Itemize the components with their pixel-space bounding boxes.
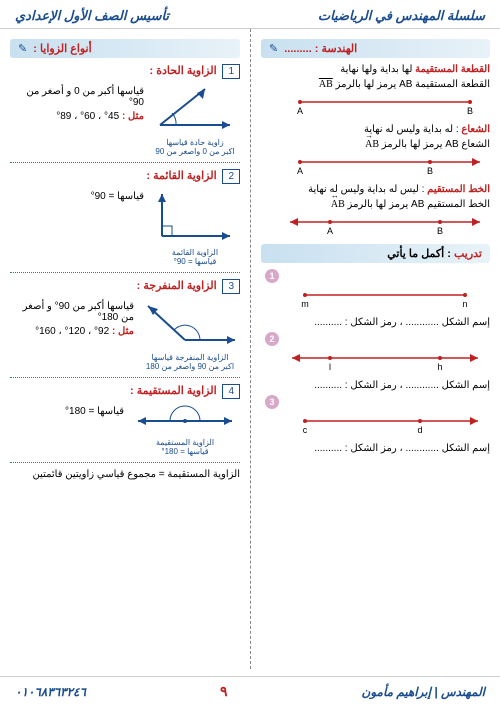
header: سلسلة المهندس في الرياضيات تأسيس الصف ال… xyxy=(0,0,500,29)
straight-angle-note: الزاوية المستقيمة = مجموع قياسي زاويتين … xyxy=(10,469,240,480)
ray-symbol: الشعاع AB يرمز لها بالرمز →AB xyxy=(261,139,490,150)
segment-diagram: A B xyxy=(261,94,490,116)
angle-diagram: زاوية حادة قياسهااكبر من 0 واصغر من 90 xyxy=(150,83,240,156)
geometry-header: الهندسة : ......... ✎ xyxy=(261,39,490,58)
svg-text:A: A xyxy=(297,106,303,116)
angle-example: مثل : 45° ، 60° ، 89° xyxy=(10,111,144,122)
angle-label: الزاوية القائمةقياسها = 90° xyxy=(150,248,240,266)
angle-title: الزاوية المستقيمة : xyxy=(130,385,217,397)
angle-title: الزاوية الحادة : xyxy=(150,65,217,77)
svg-text:A: A xyxy=(327,226,333,236)
angle-desc: قياسها = 90° xyxy=(10,191,144,202)
geometry-header-text: الهندسة : ......... xyxy=(284,42,357,55)
separator xyxy=(10,272,240,273)
fill-blank: إسم الشكل ............ ، رمز الشكل : ...… xyxy=(261,380,490,391)
angles-header: أنواع الزوايا : ✎ xyxy=(10,39,240,58)
angle-number: 1 xyxy=(222,64,240,79)
angle-title: الزاوية القائمة : xyxy=(146,170,216,182)
question-diagram: l h xyxy=(261,350,490,372)
question-number: 1 xyxy=(265,269,279,283)
angle-desc: قياسها أكبر من 0 و أصغر من 90° xyxy=(10,86,144,108)
angle-section: 1 الزاوية الحادة : زاوية حادة قياسهااكبر… xyxy=(10,64,240,163)
svg-text:B: B xyxy=(467,106,473,116)
angle-desc: قياسها = 180° xyxy=(10,406,124,417)
right-column: الهندسة : ......... ✎ القطعة المستقيمة ل… xyxy=(250,29,500,669)
ray-def: الشعاع : له بداية وليس له نهاية xyxy=(261,124,490,135)
svg-text:B: B xyxy=(437,226,443,236)
question-diagram: m n xyxy=(261,287,490,309)
svg-text:d: d xyxy=(417,425,422,435)
angle-number: 2 xyxy=(222,169,240,184)
separator xyxy=(10,162,240,163)
svg-text:c: c xyxy=(303,425,308,435)
footer-author: المهندس | إبراهيم مأمون xyxy=(362,685,485,699)
question-number: 2 xyxy=(265,332,279,346)
left-column: أنواع الزوايا : ✎ 1 الزاوية الحادة : زاو… xyxy=(0,29,250,669)
angle-diagram: الزاوية المستقيمةقياسها = 180° xyxy=(130,403,240,456)
angle-title: الزاوية المنفرجة : xyxy=(137,280,217,292)
angle-title-row: 4 الزاوية المستقيمة : xyxy=(10,384,240,399)
page: سلسلة المهندس في الرياضيات تأسيس الصف ال… xyxy=(0,0,500,706)
angle-section: 4 الزاوية المستقيمة : الزاوية المستقيمةق… xyxy=(10,384,240,463)
exercise-questions: 1 m n إسم الشكل ............ ، رمز الشكل… xyxy=(261,269,490,454)
angle-label: زاوية حادة قياسهااكبر من 0 واصغر من 90 xyxy=(150,138,240,156)
angles-header-text: أنواع الزوايا : xyxy=(33,42,91,55)
exercise-item: 2 l h إسم الشكل ............ ، رمز الشكل… xyxy=(261,332,490,391)
angles-list: 1 الزاوية الحادة : زاوية حادة قياسهااكبر… xyxy=(10,64,240,463)
svg-text:B: B xyxy=(427,166,433,176)
line-diagram: A B xyxy=(261,214,490,236)
exercise-item: 1 m n إسم الشكل ............ ، رمز الشكل… xyxy=(261,269,490,328)
footer-phone: ٠١٠٦٨٣٦٣٢٤٦ xyxy=(15,685,86,699)
angle-title-row: 3 الزاوية المنفرجة : xyxy=(10,279,240,294)
svg-text:n: n xyxy=(462,299,467,309)
pencil-icon: ✎ xyxy=(269,42,278,55)
angle-title-row: 1 الزاوية الحادة : xyxy=(10,64,240,79)
segment-def: القطعة المستقيمة لها بداية ولها نهاية xyxy=(261,64,490,75)
svg-text:A: A xyxy=(297,166,303,176)
header-series: سلسلة المهندس في الرياضيات xyxy=(318,8,485,24)
angle-desc: قياسها أكبر من 90° و أصغر من 180° xyxy=(10,301,134,323)
fill-blank: إسم الشكل ............ ، رمز الشكل : ...… xyxy=(261,317,490,328)
pencil-icon: ✎ xyxy=(18,42,27,55)
content: الهندسة : ......... ✎ القطعة المستقيمة ل… xyxy=(0,29,500,669)
exercise-item: 3 c d إسم الشكل ............ ، رمز الشكل… xyxy=(261,395,490,454)
angle-section: 2 الزاوية القائمة : الزاوية القائمةقياسه… xyxy=(10,169,240,273)
svg-text:m: m xyxy=(301,299,309,309)
fill-blank: إسم الشكل ............ ، رمز الشكل : ...… xyxy=(261,443,490,454)
question-number: 3 xyxy=(265,395,279,409)
separator xyxy=(10,377,240,378)
angle-number: 4 xyxy=(222,384,240,399)
angle-diagram: الزاوية المنفرجة قياسهااكبر من 90 واصغر … xyxy=(140,298,240,371)
svg-text:h: h xyxy=(437,362,442,372)
ray-diagram: A B xyxy=(261,154,490,176)
angle-label: الزاوية المنفرجة قياسهااكبر من 90 واصغر … xyxy=(140,353,240,371)
separator xyxy=(10,462,240,463)
angle-label: الزاوية المستقيمةقياسها = 180° xyxy=(130,438,240,456)
page-number: ٩ xyxy=(220,683,228,700)
angle-title-row: 2 الزاوية القائمة : xyxy=(10,169,240,184)
angle-example: مثل : 92° ، 120° ، 160° xyxy=(10,326,134,337)
angle-section: 3 الزاوية المنفرجة : الزاوية المنفرجة قي… xyxy=(10,279,240,378)
angle-diagram: الزاوية القائمةقياسها = 90° xyxy=(150,188,240,266)
header-grade: تأسيس الصف الأول الإعدادي xyxy=(15,8,169,24)
exercise-header: تدريب : أكمل ما يأتي xyxy=(261,244,490,263)
angle-number: 3 xyxy=(222,279,240,294)
segment-symbol: القطعة المستقيمة AB يرمز لها بالرمز AB xyxy=(261,79,490,90)
line-def: الخط المستقيم : ليس له بداية وليس له نها… xyxy=(261,184,490,195)
footer: المهندس | إبراهيم مأمون ٩ ٠١٠٦٨٣٦٣٢٤٦ xyxy=(0,676,500,706)
line-symbol: الخط المستقيم AB يرمز لها بالرمز ↔AB xyxy=(261,199,490,210)
svg-text:l: l xyxy=(329,362,331,372)
question-diagram: c d xyxy=(261,413,490,435)
